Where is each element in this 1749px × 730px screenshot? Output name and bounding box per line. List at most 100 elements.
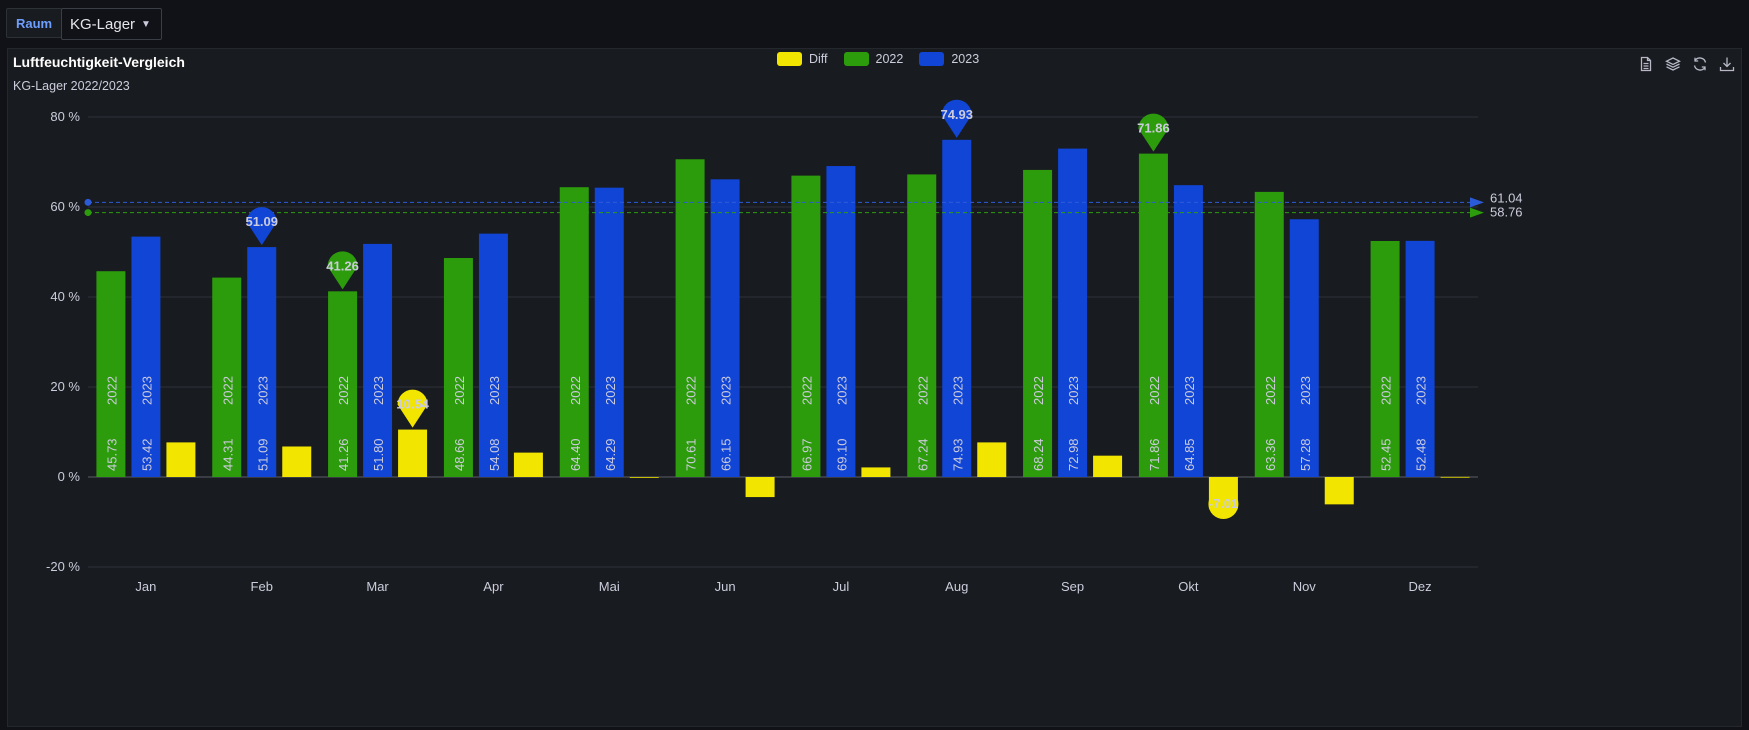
variable-label: Raum <box>6 8 63 38</box>
x-tick-label: Jul <box>833 579 850 594</box>
legend-item-2023[interactable]: 2023 <box>919 52 979 66</box>
bar-2023-Jul <box>826 166 856 478</box>
bar-value-label: 57.28 <box>1298 438 1313 471</box>
room-variable-select[interactable]: KG-Lager ▼ <box>61 8 162 40</box>
bar-value-label: 41.26 <box>336 438 351 471</box>
refresh-icon[interactable] <box>1691 55 1708 72</box>
bar-value-label: 52.48 <box>1414 438 1429 471</box>
legend-label-2023: 2023 <box>951 52 980 66</box>
bar-label-2023-Okt: 64.85 2023 <box>1182 376 1197 471</box>
bar-year-label: 2023 <box>1182 376 1197 405</box>
bar-2022-Mai <box>559 187 589 477</box>
bar-year-label: 2023 <box>1414 376 1429 405</box>
mark-point-2022-Mar: 41.26 <box>326 251 359 290</box>
chart-canvas: -20 % 0 % 20 % 40 % 60 % 80 % 45.73 2022 53.42 20… <box>46 99 1523 594</box>
bar-diff-Dez <box>1440 476 1470 478</box>
bar-year-label: 2023 <box>255 376 270 405</box>
bar-label-2022-Mai: 64.40 2022 <box>568 376 583 471</box>
bar-diff-Aug <box>977 442 1007 477</box>
bar-label-2022-Mar: 41.26 2022 <box>336 376 351 471</box>
legend-label-2022: 2022 <box>875 52 904 66</box>
bar-label-2023-Aug: 74.93 2023 <box>950 376 965 471</box>
y-tick-label: -20 % <box>46 559 80 574</box>
document-icon[interactable] <box>1637 55 1654 72</box>
legend-item-diff[interactable]: Diff <box>777 52 828 66</box>
markline-label-2022: 58.76 <box>1490 205 1523 220</box>
mark-point-2023-Feb: 51.09 <box>245 207 278 246</box>
legend-item-2022[interactable]: 2022 <box>843 52 904 66</box>
bar-2023-Jan <box>131 236 161 477</box>
bar-year-label: 2022 <box>1147 376 1162 405</box>
markline-arrow-2022 <box>1470 207 1484 218</box>
bar-year-label: 2022 <box>915 376 930 405</box>
markline-label-2023: 61.04 <box>1490 190 1523 205</box>
bar-year-label: 2022 <box>568 376 583 405</box>
bar-diff-Mar <box>398 429 428 477</box>
bar-year-label: 2022 <box>452 376 467 405</box>
markline-arrow-2023 <box>1470 197 1484 208</box>
bar-year-label: 2023 <box>1066 376 1081 405</box>
bar-value-label: 48.66 <box>452 438 467 471</box>
bar-value-label: 64.85 <box>1182 438 1197 471</box>
bar-year-label: 2022 <box>799 376 814 405</box>
bar-value-label: 44.31 <box>220 438 235 471</box>
mark-point-2022-Okt: 71.86 <box>1137 113 1170 152</box>
mark-point-pin <box>246 207 277 246</box>
bar-label-2023-Apr: 54.08 2023 <box>487 376 502 471</box>
mark-point-pin <box>397 389 428 428</box>
bar-year-label: 2023 <box>139 376 154 405</box>
bar-2023-Nov <box>1289 219 1319 478</box>
bar-2022-Aug <box>907 174 937 478</box>
bar-label-2023-Jul: 69.10 2023 <box>834 376 849 471</box>
room-variable-value: KG-Lager <box>70 15 136 33</box>
bar-2022-Jan <box>96 271 126 477</box>
bar-diff-Apr <box>513 452 543 477</box>
x-tick-label: Okt <box>1178 579 1199 594</box>
bar-2023-Okt <box>1173 185 1203 478</box>
bar-2022-Jun <box>675 159 705 477</box>
dashboard-variable-bar: Raum KG-Lager ▼ <box>0 0 1749 46</box>
x-tick-label: Mar <box>366 579 389 594</box>
bar-year-label: 2022 <box>1263 376 1278 405</box>
bar-year-label: 2023 <box>719 376 734 405</box>
bar-label-2023-Dez: 52.48 2023 <box>1414 376 1429 471</box>
layers-icon[interactable] <box>1664 55 1681 72</box>
bar-label-2022-Dez: 52.45 2022 <box>1379 376 1394 471</box>
mark-point-label: 10.54 <box>396 397 429 412</box>
bar-2022-Okt <box>1138 153 1168 477</box>
bar-2022-Feb <box>212 277 242 477</box>
bar-diff-Sep <box>1093 455 1123 477</box>
bar-year-label: 2022 <box>1379 376 1394 405</box>
bar-year-label: 2023 <box>371 376 386 405</box>
bar-value-label: 51.09 <box>255 438 270 471</box>
x-tick-label: Nov <box>1293 579 1317 594</box>
bar-diff-Jul <box>861 467 891 477</box>
x-tick-label: Mai <box>599 579 620 594</box>
mark-point-label: 71.86 <box>1137 121 1170 136</box>
bar-2022-Dez <box>1370 240 1400 477</box>
x-tick-label: Sep <box>1061 579 1084 594</box>
bar-value-label: 72.98 <box>1066 438 1081 471</box>
bar-2023-Feb <box>247 247 277 477</box>
bar-2023-Jun <box>710 179 740 477</box>
bar-year-label: 2022 <box>336 376 351 405</box>
bar-label-2022-Jul: 66.97 2022 <box>799 376 814 471</box>
bar-value-label: 70.61 <box>684 438 699 471</box>
bar-value-label: 63.36 <box>1263 438 1278 471</box>
mark-point-label: 74.93 <box>940 107 973 122</box>
bar-label-2022-Nov: 63.36 2022 <box>1263 376 1278 471</box>
mark-point-pin <box>941 99 972 138</box>
bar-value-label: 66.15 <box>719 438 734 471</box>
bar-year-label: 2023 <box>1298 376 1313 405</box>
bar-label-2022-Aug: 67.24 2022 <box>915 376 930 471</box>
mark-point-Diff-Mar: 10.54 <box>396 389 430 428</box>
bar-value-label: 64.29 <box>603 438 618 471</box>
download-icon[interactable] <box>1718 55 1735 72</box>
legend-swatch-2023 <box>919 52 945 66</box>
bar-year-label: 2023 <box>950 376 965 405</box>
bar-label-2023-Mar: 51.80 2023 <box>371 376 386 471</box>
x-tick-label: Dez <box>1409 579 1432 594</box>
bar-value-label: 66.97 <box>799 438 814 471</box>
bar-2023-Apr <box>478 233 508 477</box>
legend-swatch-2022 <box>843 52 869 66</box>
